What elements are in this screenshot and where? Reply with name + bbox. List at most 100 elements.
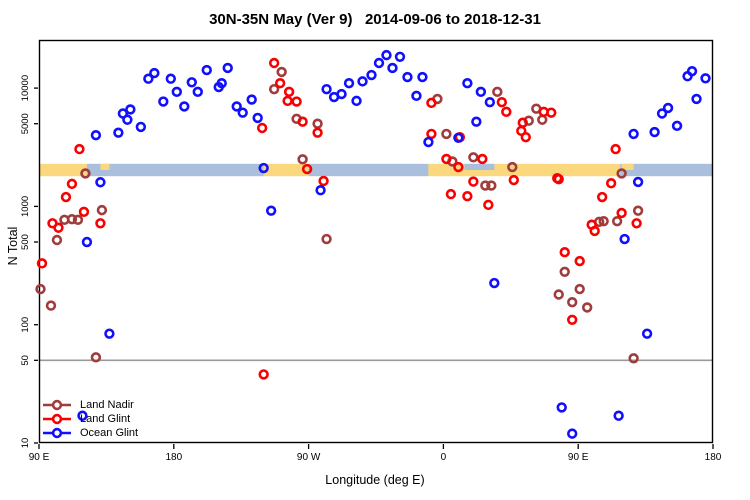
plot-box [38,39,714,444]
data-point-ocean-glint [158,96,169,107]
data-point-land-glint [36,258,48,269]
data-point-land-glint [616,207,627,219]
data-point-land-nadir [486,180,497,191]
data-point-land-nadir [598,215,609,227]
data-point-land-nadir [567,296,578,308]
data-point-land-nadir [611,215,623,227]
data-point-ocean-glint [567,428,578,439]
data-point-ocean-glint [471,116,482,127]
x-axis-title: Longitude (deg E) [325,473,425,487]
band-segment-ocean [308,163,429,177]
x-tick-label: 90 W [297,452,321,463]
data-point-land-nadir [480,180,491,191]
data-point-ocean-glint [125,104,136,115]
data-point-land-nadir [581,302,593,313]
data-point-ocean-glint [343,78,355,89]
data-point-ocean-glint [90,129,102,141]
data-point-land-nadir [492,86,503,98]
chart-title: 30N-35N May (Ver 9) 2014-09-06 to 2018-1… [209,11,541,28]
y-tick-label: 100 [20,317,31,333]
data-point-ocean-glint [641,328,653,339]
data-point-ocean-glint [423,136,434,148]
data-point-land-glint [426,128,437,140]
data-point-ocean-glint [394,51,406,62]
data-point-ocean-glint [662,102,674,114]
y-tick-label: 10 [20,438,31,449]
data-point-ocean-glint [113,127,124,138]
data-point-land-glint [553,173,564,185]
data-point-ocean-glint [475,86,487,98]
data-point-land-glint [282,95,293,107]
data-point-land-glint [546,107,557,118]
data-point-land-glint [256,122,268,134]
data-point-ocean-glint [179,101,190,112]
data-point-ocean-glint [453,132,464,144]
data-point-land-nadir [96,204,108,216]
data-point-ocean-glint [691,93,702,105]
data-point-land-glint [567,314,578,326]
data-point-land-glint [426,97,437,109]
data-point-land-glint [631,218,642,229]
data-point-land-nadir [468,152,479,163]
data-point-land-nadir [72,214,84,226]
data-point-ocean-glint [315,185,326,196]
data-point-land-glint [258,369,269,380]
legend-item-land-nadir: Land Nadir [42,398,138,412]
data-point-ocean-glint [656,108,668,119]
data-point-ocean-glint [216,78,227,89]
data-point-ocean-glint [556,402,567,413]
legend-label-ocean-glint: Ocean Glint [80,427,139,439]
data-point-land-glint [268,57,280,69]
data-point-land-glint [462,190,473,202]
data-point-land-glint [301,163,313,175]
data-point-ocean-glint [649,126,660,138]
y-tick-label: 5000 [20,113,31,134]
data-point-land-glint [596,191,608,203]
data-point-ocean-glint [246,94,257,105]
data-point-ocean-glint [489,277,500,289]
data-point-ocean-glint [104,328,115,339]
data-point-land-nadir [321,233,332,245]
band-segment-land [39,163,87,177]
data-point-land-glint [291,96,302,107]
data-point-land-glint [453,161,464,173]
band-segment-ocean [86,163,264,177]
x-tick-label: 90 E [29,452,50,463]
data-point-ocean-glint [171,86,182,98]
data-point-land-glint [559,247,570,258]
data-point-ocean-glint [81,236,93,248]
data-point-land-nadir [66,213,78,225]
data-point-land-glint [508,174,519,186]
data-point-land-glint [66,178,78,190]
data-point-ocean-glint [357,76,368,87]
data-point-ocean-glint [632,176,644,188]
data-point-land-glint [441,153,452,165]
data-point-land-nadir [559,266,570,278]
data-point-ocean-glint [671,120,683,132]
land-nadir-marker-icon [43,399,71,411]
data-point-land-glint [318,175,329,187]
land-glint-marker-icon [43,413,71,425]
data-point-land-glint [496,96,508,108]
data-point-ocean-glint [252,112,263,124]
legend-item-land-glint: Land Glint [42,412,138,426]
data-point-land-nadir [276,66,287,78]
data-point-ocean-glint [336,88,347,100]
data-point-land-glint [574,255,585,267]
data-point-ocean-glint [462,78,473,89]
data-point-ocean-glint [351,95,362,107]
data-point-land-glint [501,106,512,118]
data-point-land-nadir [297,154,308,165]
data-point-ocean-glint [135,121,147,133]
data-point-ocean-glint [411,90,422,102]
data-point-land-glint [78,206,90,218]
x-tick-label: 180 [165,452,182,463]
data-point-land-nadir [441,128,452,140]
data-point-land-nadir [632,205,644,216]
data-point-ocean-glint [165,73,177,84]
x-tick-label: 90 E [568,452,589,463]
data-point-ocean-glint [192,86,203,98]
data-point-land-glint [605,178,617,189]
